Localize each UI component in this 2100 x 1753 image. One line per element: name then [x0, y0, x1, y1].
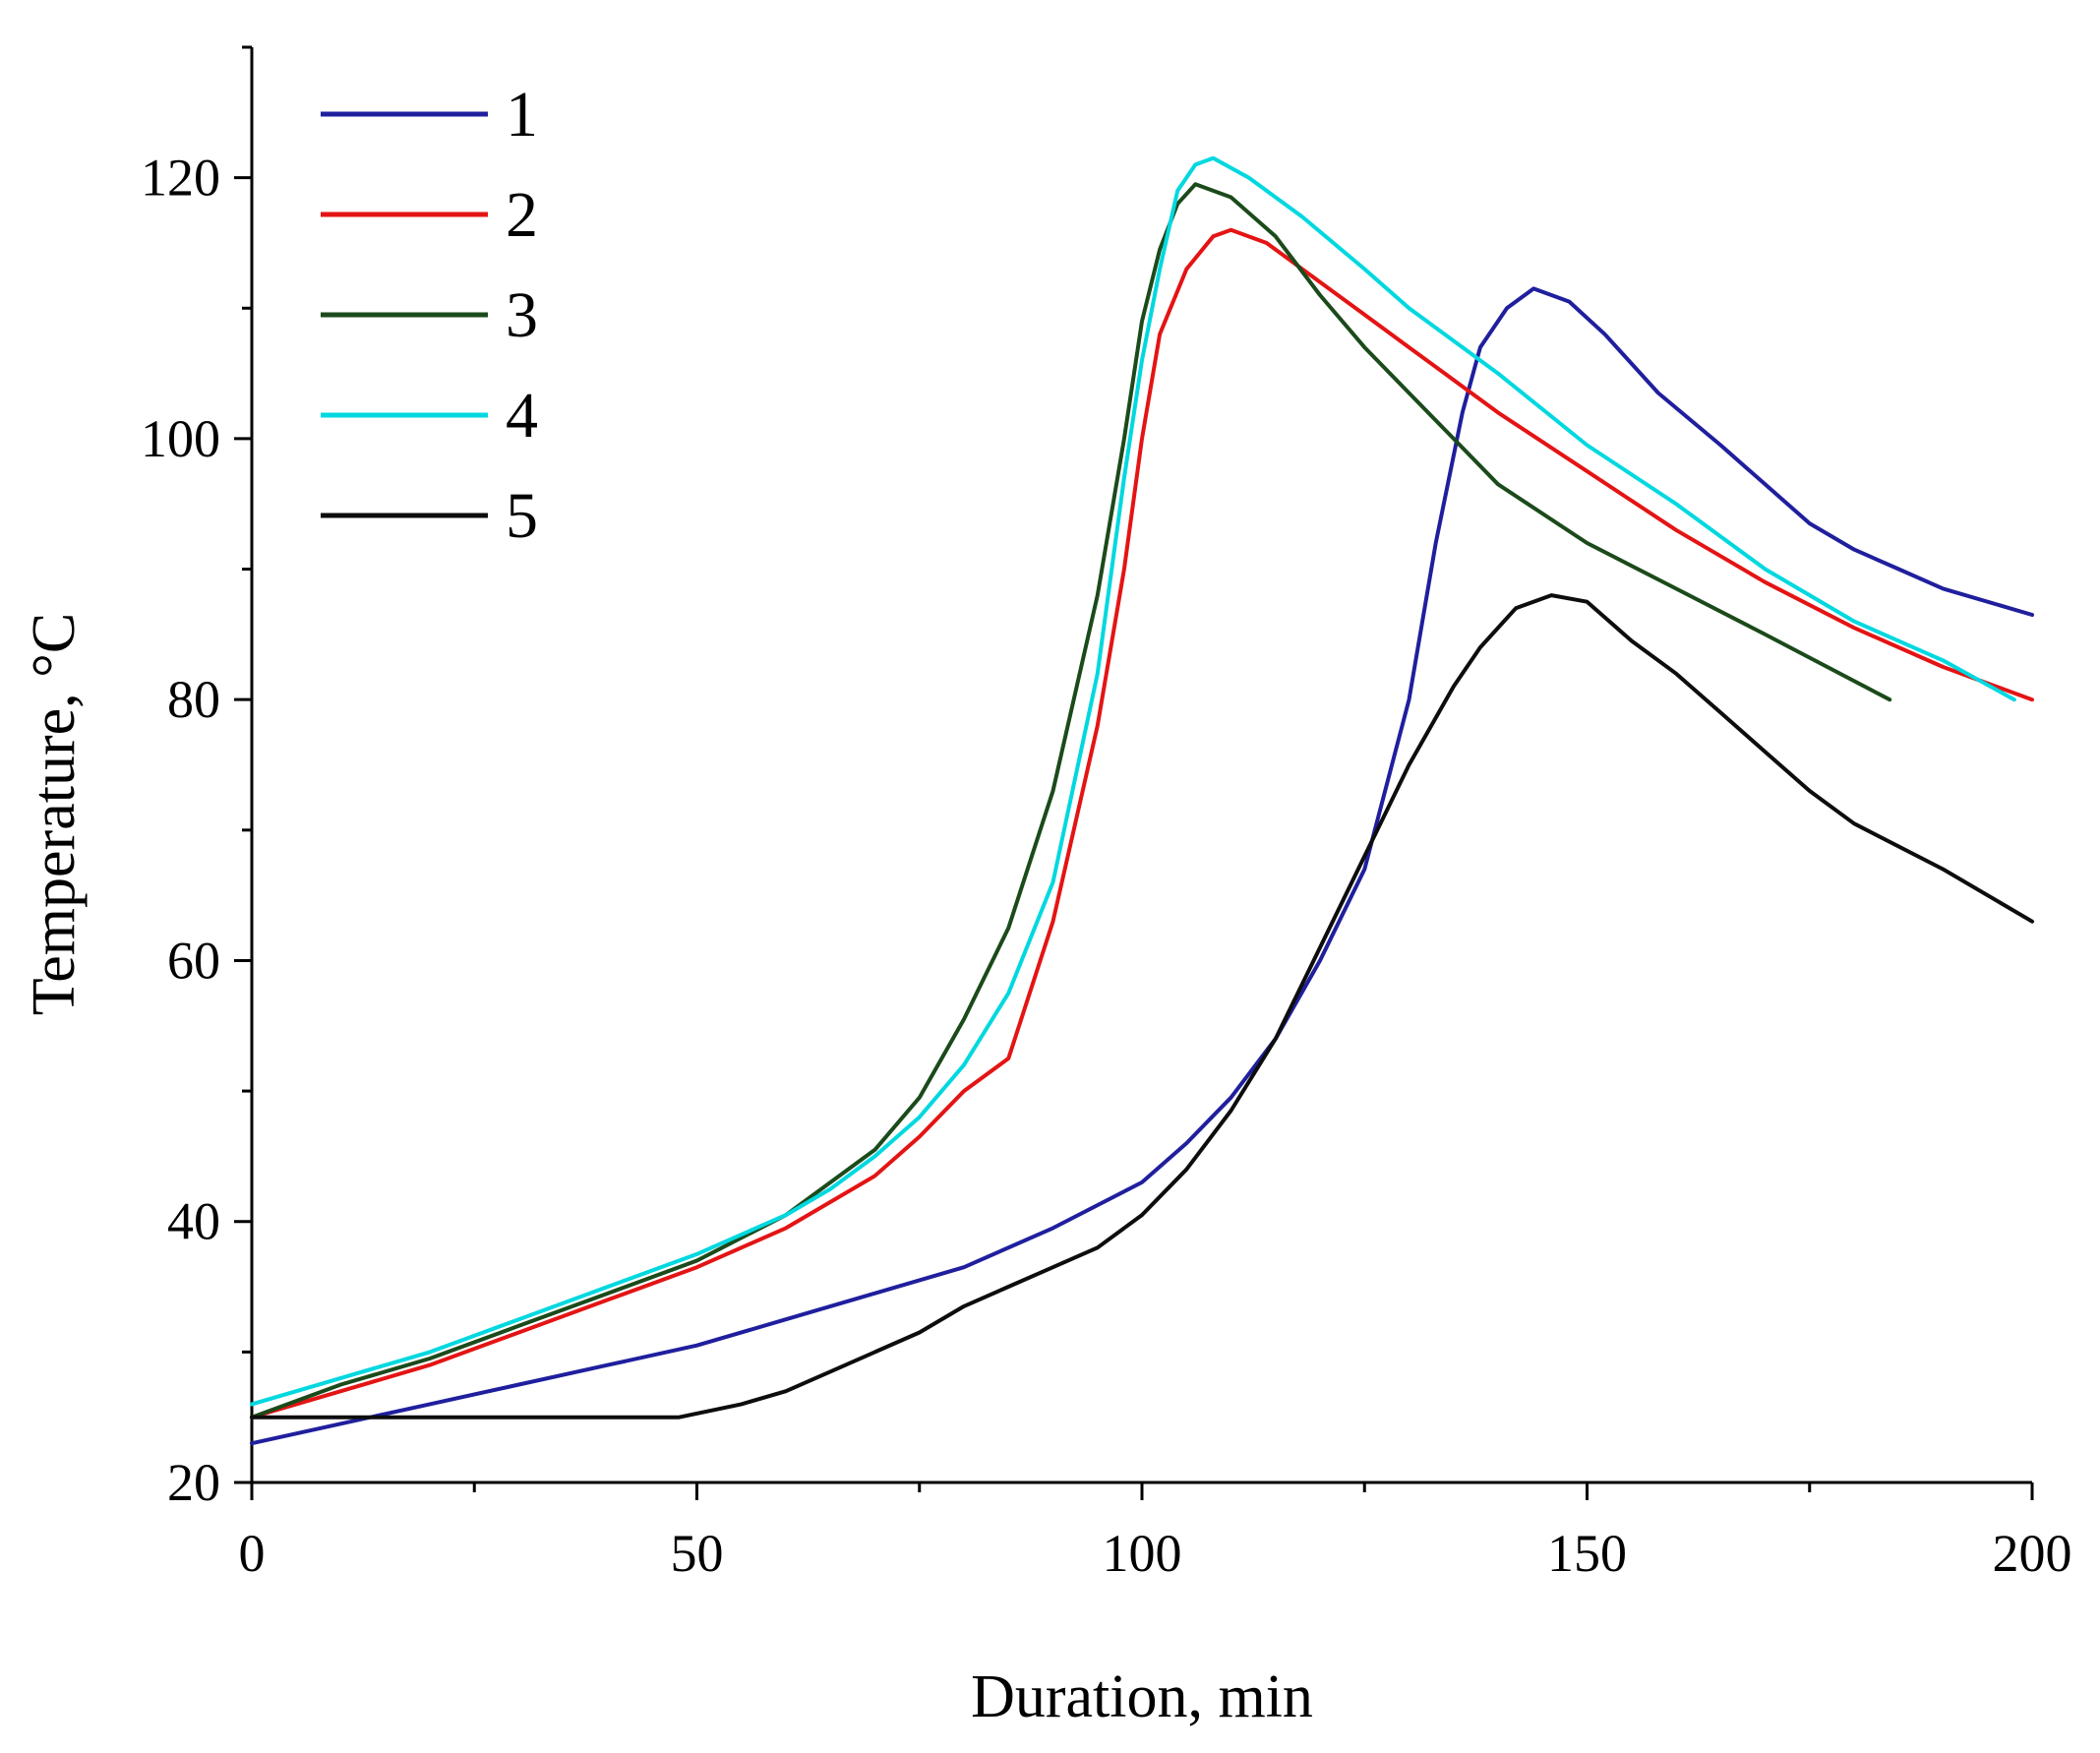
y-tick-label: 20 — [167, 1453, 220, 1512]
y-tick-label: 80 — [167, 670, 220, 729]
series-line-4 — [250, 155, 2016, 1407]
series-line-2 — [250, 227, 2034, 1420]
legend-label-4: 4 — [506, 380, 538, 452]
y-tick-label: 40 — [167, 1192, 220, 1251]
x-tick-label: 100 — [1103, 1524, 1182, 1583]
y-axis-title: Temperature, °C — [21, 613, 88, 1016]
x-tick-label: 150 — [1547, 1524, 1627, 1583]
series-lines — [250, 155, 2034, 1446]
legend: 1 2 3 4 5 — [321, 79, 538, 552]
x-tick-label: 0 — [239, 1524, 266, 1583]
x-tick-label: 200 — [1993, 1524, 2072, 1583]
x-tick-label: 50 — [671, 1524, 724, 1583]
legend-label-3: 3 — [506, 279, 538, 351]
legend-label-2: 2 — [506, 179, 538, 251]
x-axis-title: Duration, min — [971, 1663, 1313, 1730]
series-line-3 — [250, 182, 1892, 1420]
series-line-1 — [250, 286, 2034, 1446]
legend-label-5: 5 — [506, 480, 538, 552]
y-tick-label: 100 — [141, 409, 220, 468]
axes: 0 50 100 150 200 20 40 60 80 100 120 — [141, 45, 2072, 1583]
series-line-5 — [250, 593, 2034, 1420]
y-tick-label: 60 — [167, 931, 220, 990]
y-tick-label: 120 — [141, 149, 220, 208]
legend-label-1: 1 — [506, 79, 538, 151]
